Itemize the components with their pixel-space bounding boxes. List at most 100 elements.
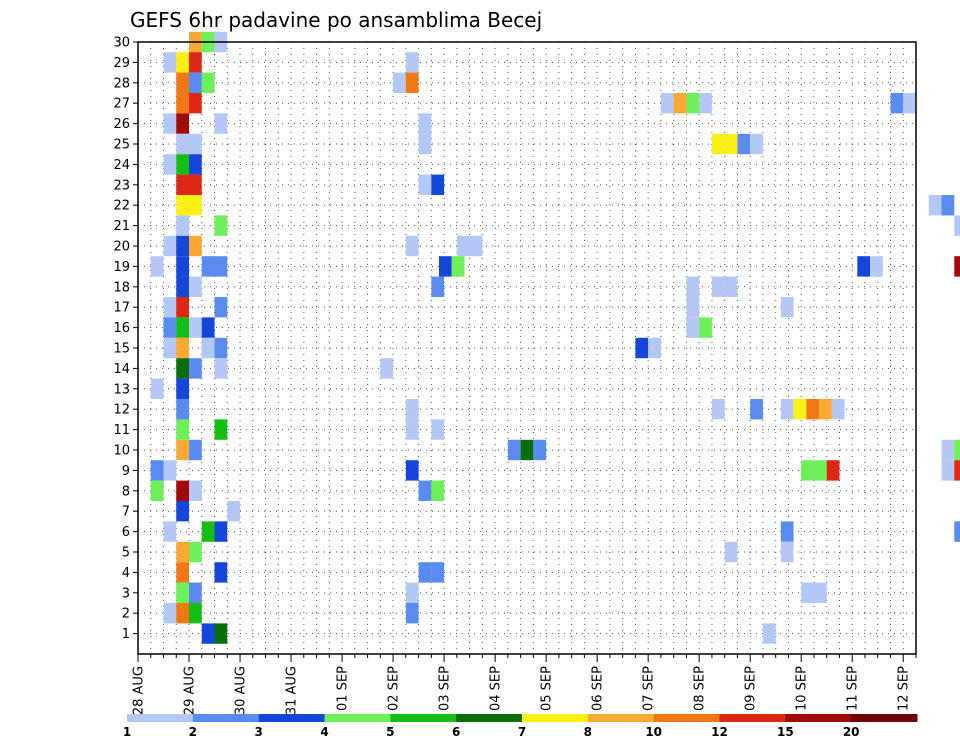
y-tick-label: 21 <box>113 219 130 234</box>
chart-title: GEFS 6hr padavine po ansamblima Becej <box>130 8 542 32</box>
legend-label: 20 <box>843 725 860 739</box>
heatmap-cell <box>780 297 794 318</box>
x-tick-label: 10 SEP <box>795 666 810 711</box>
heatmap-cell <box>176 154 190 175</box>
heatmap-cell <box>405 235 419 257</box>
heatmap-cell <box>699 93 712 114</box>
heatmap-cell <box>176 378 190 399</box>
heatmap-cell <box>954 460 960 481</box>
heatmap-cell <box>214 113 228 134</box>
heatmap-cell <box>176 113 190 134</box>
legend-swatch <box>456 714 523 722</box>
legend-swatch <box>127 714 194 722</box>
heatmap-cell <box>189 174 202 195</box>
heatmap-cell <box>451 256 465 277</box>
heatmap-cell <box>176 174 190 195</box>
heatmap-cell <box>431 562 445 583</box>
legend-label: 15 <box>777 725 794 739</box>
heatmap-cell <box>214 521 228 542</box>
heatmap-cell <box>201 337 215 359</box>
heatmap-cell <box>176 541 190 563</box>
x-tick-label: 03 SEP <box>438 666 453 711</box>
heatmap-cell <box>813 582 827 603</box>
heatmap-cell <box>724 133 738 155</box>
y-tick-label: 27 <box>113 97 130 112</box>
heatmap-cell <box>813 460 827 481</box>
heatmap-cell <box>189 582 202 603</box>
heatmap-cell <box>431 419 445 440</box>
heatmap-cell <box>762 623 776 644</box>
heatmap-cell <box>189 276 202 297</box>
heatmap-cell <box>635 337 649 359</box>
heatmap-cell <box>163 297 177 318</box>
legend-swatch <box>851 714 918 722</box>
heatmap-cell <box>150 480 164 501</box>
heatmap-cell <box>176 297 190 318</box>
y-tick-label: 5 <box>122 546 130 561</box>
heatmap-cell <box>819 399 832 420</box>
heatmap-cell <box>150 256 164 277</box>
heatmap-cell <box>150 460 164 481</box>
x-tick-label: 02 SEP <box>387 666 402 711</box>
y-tick-label: 15 <box>113 342 130 357</box>
y-tick-label: 10 <box>113 444 130 459</box>
y-tick-label: 16 <box>113 321 130 336</box>
heatmap-cell <box>405 419 419 440</box>
heatmap-cell <box>176 256 190 277</box>
heatmap-cell <box>176 562 190 583</box>
heatmap-cell <box>176 72 190 93</box>
y-tick-label: 30 <box>113 36 130 51</box>
heatmap-cell <box>699 317 712 338</box>
y-tick-label: 14 <box>113 362 130 377</box>
y-tick-label: 26 <box>113 117 130 132</box>
x-tick-label: 29 AUG <box>183 666 198 715</box>
x-tick-label: 11 SEP <box>846 666 861 711</box>
heatmap-cell <box>801 582 814 603</box>
heatmap-cell <box>163 113 177 134</box>
heatmap-cell <box>418 174 432 195</box>
heatmap-cell <box>724 541 738 563</box>
heatmap-cell <box>890 93 904 114</box>
heatmap-cell <box>176 52 190 73</box>
heatmap-cell <box>954 439 960 461</box>
heatmap-cell <box>176 93 190 114</box>
heatmap-cell <box>176 358 190 379</box>
legend-swatch <box>587 714 655 722</box>
x-tick-label: 08 SEP <box>693 666 708 711</box>
heatmap-cell <box>189 480 202 501</box>
heatmap-cell <box>520 439 534 461</box>
heatmap-cell <box>750 399 763 420</box>
heatmap-cell <box>176 480 190 501</box>
legend-swatch <box>719 714 786 722</box>
heatmap-cell <box>189 541 202 563</box>
legend-label: 5 <box>386 725 394 739</box>
heatmap-cell <box>189 358 202 379</box>
heatmap-cell <box>201 72 215 93</box>
y-tick-label: 28 <box>113 76 130 91</box>
heatmap-cell <box>201 623 215 644</box>
legend-label: 4 <box>320 725 328 739</box>
legend-label: 7 <box>518 725 526 739</box>
heatmap-cell <box>176 501 190 522</box>
heatmap-cell <box>176 235 190 257</box>
x-tick-label: 09 SEP <box>744 666 759 711</box>
heatmap-cell <box>189 52 202 73</box>
heatmap-cell <box>176 276 190 297</box>
heatmap-cell <box>405 460 419 481</box>
legend-label: 2 <box>189 725 197 739</box>
x-tick-label: 04 SEP <box>489 666 504 711</box>
heatmap-cell <box>648 337 661 359</box>
heatmap-cell <box>176 603 190 624</box>
heatmap-cell <box>801 460 814 481</box>
heatmap-cell <box>227 501 241 522</box>
heatmap-cell <box>941 195 955 216</box>
heatmap-cells <box>150 31 960 644</box>
heatmap-cell <box>176 419 190 440</box>
heatmap-cell <box>163 460 177 481</box>
heatmap-cell <box>201 256 215 277</box>
heatmap-cell <box>405 72 419 93</box>
heatmap-cell <box>176 215 190 236</box>
heatmap-cell <box>941 460 955 481</box>
heatmap-cell <box>405 582 419 603</box>
